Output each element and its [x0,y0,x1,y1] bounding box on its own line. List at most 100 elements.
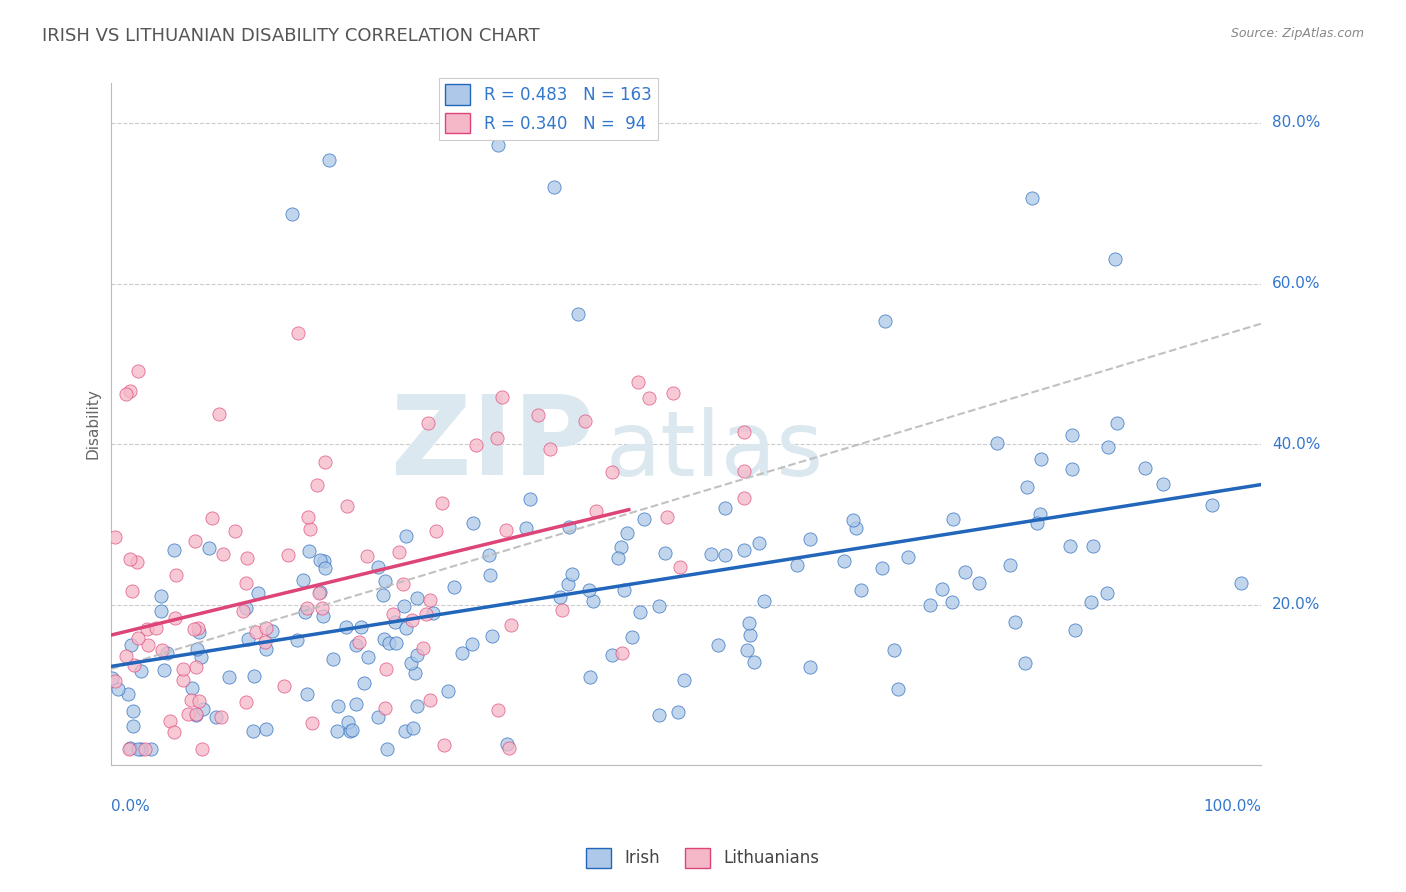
Point [374,701,396,715]
Point [501,618,523,632]
Point [218,669,240,683]
Point [633,512,655,526]
Point [134,742,156,756]
Point [242,723,264,738]
Point [654,546,676,560]
Point [416,416,439,430]
Point [550,591,572,605]
Point [733,464,755,478]
Point [419,693,441,707]
Text: 40.0%: 40.0% [1272,436,1320,451]
Point [122,657,145,672]
Point [394,723,416,738]
Point [153,663,176,677]
Point [118,552,141,566]
Point [115,386,138,401]
Point [335,620,357,634]
Point [136,622,159,636]
Point [207,407,229,421]
Point [485,431,508,445]
Point [200,510,222,524]
Point [145,622,167,636]
Point [1060,427,1083,442]
Point [336,500,359,514]
Point [190,649,212,664]
Point [1104,252,1126,266]
Point [186,642,208,657]
Point [204,710,226,724]
Legend: R = 0.483   N = 163, R = 0.340   N =  94: R = 0.483 N = 163, R = 0.340 N = 94 [439,78,658,140]
Point [841,512,863,526]
Point [183,622,205,636]
Point [754,593,776,607]
Point [557,577,579,591]
Point [969,576,991,591]
Point [314,561,336,575]
Point [301,715,323,730]
Point [1201,499,1223,513]
Point [1031,451,1053,466]
Point [481,629,503,643]
Point [117,687,139,701]
Point [998,558,1021,572]
Text: Source: ZipAtlas.com: Source: ZipAtlas.com [1230,27,1364,40]
Point [165,567,187,582]
Point [1004,615,1026,629]
Point [628,605,651,619]
Point [150,589,173,603]
Point [243,669,266,683]
Point [405,665,427,680]
Point [433,738,456,752]
Point [558,520,581,534]
Point [353,675,375,690]
Point [118,742,141,756]
Point [328,699,350,714]
Point [931,582,953,597]
Point [655,510,678,524]
Point [127,742,149,756]
Point [478,548,501,562]
Point [495,524,517,538]
Point [340,723,363,738]
Point [714,501,737,516]
Legend: Irish, Lithuanians: Irish, Lithuanians [579,841,827,875]
Point [870,561,893,575]
Point [181,681,204,695]
Point [156,646,179,660]
Point [394,599,416,613]
Point [374,574,396,589]
Point [450,646,472,660]
Point [311,609,333,624]
Point [159,714,181,728]
Point [121,584,143,599]
Point [295,687,318,701]
Text: ZIP: ZIP [391,391,595,498]
Point [1064,623,1087,637]
Point [616,526,638,541]
Point [733,543,755,558]
Point [578,582,600,597]
Point [326,724,349,739]
Point [367,709,389,723]
Point [198,541,221,555]
Point [322,651,344,665]
Point [344,638,367,652]
Point [246,586,269,600]
Point [498,741,520,756]
Point [187,621,209,635]
Point [180,693,202,707]
Point [336,714,359,729]
Point [742,655,765,669]
Point [388,545,411,559]
Point [120,384,142,398]
Point [412,640,434,655]
Point [344,697,367,711]
Point [621,631,644,645]
Point [172,662,194,676]
Text: IRISH VS LITHUANIAN DISABILITY CORRELATION CHART: IRISH VS LITHUANIAN DISABILITY CORRELATI… [42,27,540,45]
Point [1152,476,1174,491]
Point [129,664,152,678]
Point [648,708,671,723]
Text: 60.0%: 60.0% [1272,276,1320,291]
Point [1060,461,1083,475]
